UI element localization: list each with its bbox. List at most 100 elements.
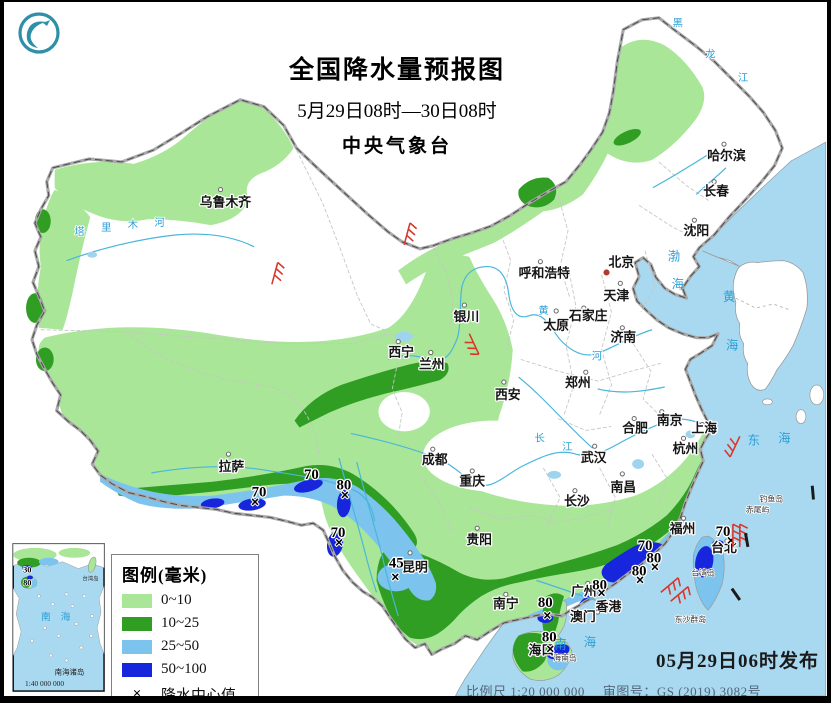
- legend-label: 10~25: [161, 615, 200, 631]
- city-label: 广州: [571, 583, 597, 598]
- inset-islet: [56, 633, 61, 638]
- city-marker: [595, 609, 601, 615]
- island-label: 赤尾屿: [746, 505, 770, 514]
- inset-label: 台湾岛: [82, 574, 98, 582]
- city-label: 长春: [703, 183, 729, 198]
- city-label: 香港: [595, 599, 622, 614]
- precip-region-50-100: [238, 498, 266, 511]
- legend-label: 降水中心值: [161, 688, 237, 703]
- inset-vietnam: [12, 587, 22, 656]
- city-label: 哈尔滨: [707, 148, 746, 163]
- river-label: 里: [101, 222, 111, 234]
- precip-center-value: 70: [638, 538, 653, 554]
- jeju-island: [762, 398, 773, 406]
- city-label: 贵阳: [466, 532, 492, 547]
- province-boundary: [520, 358, 661, 382]
- wind-barb-icon: [670, 586, 691, 604]
- city-marker: [617, 280, 623, 286]
- land-mask: [378, 391, 430, 432]
- legend-item: 10~25: [122, 615, 250, 632]
- boundary-dash: [810, 485, 815, 500]
- korea-peninsula: [702, 250, 808, 391]
- city-marker: [581, 305, 587, 311]
- legend-item: × 降水中心值: [122, 684, 250, 703]
- river: [151, 466, 376, 522]
- inset-label: 南: [41, 610, 51, 623]
- precip-region-10-25: [542, 593, 565, 644]
- city-label: 郑州: [565, 375, 591, 390]
- legend-panel: 图例(毫米) 0~10 10~25 25~50 50~100 × 降水中心值: [111, 554, 259, 703]
- scale-label: 比例尺 1:20 000 000: [466, 684, 585, 699]
- legend-label: 25~50: [161, 638, 200, 654]
- wind-barb-icon: [271, 261, 285, 285]
- inset-label: 1:40 000 000: [25, 679, 64, 688]
- city-marker: [572, 488, 578, 494]
- city-marker: [699, 421, 705, 428]
- city-label: 太原: [543, 318, 569, 333]
- cma-logo-icon: [18, 12, 60, 54]
- legend-swatch-25-50: [122, 639, 152, 654]
- city-marker: [721, 141, 727, 147]
- province-boundary: [640, 250, 656, 313]
- city-label: 武汉: [581, 450, 607, 465]
- city-label: 乌鲁木齐: [200, 194, 251, 209]
- precip-region-50-100: [294, 478, 323, 493]
- forecast-period: 5月29日08时—30日08时: [297, 101, 497, 122]
- precip-region-50-100: [22, 565, 32, 571]
- river: [338, 457, 378, 593]
- river: [597, 386, 665, 393]
- province-boundary: [469, 507, 612, 523]
- city-marker: [528, 642, 535, 648]
- city-marker: [217, 187, 224, 193]
- sea-label: 海: [778, 430, 790, 445]
- province-boundary: [638, 204, 697, 240]
- province-boundary: [557, 418, 612, 431]
- inset-islet: [74, 622, 79, 626]
- land-mask-n: [5, 2, 796, 249]
- land-mask-w: [5, 150, 53, 340]
- foreign-boundary: [735, 297, 791, 311]
- precip-center-cross: ×: [546, 641, 554, 657]
- inset-islet: [48, 653, 53, 658]
- wind-barb-icon: [464, 333, 480, 356]
- sea-label: 黄: [723, 290, 735, 304]
- city-marker: [659, 409, 665, 415]
- city-marker: [469, 468, 475, 474]
- precip-center-value: 70: [716, 524, 731, 540]
- precip-center-value: 80: [647, 551, 662, 567]
- precip-region-25-50: [30, 579, 38, 588]
- city-marker: [225, 451, 231, 457]
- legend-item: 50~100: [122, 661, 250, 678]
- city-marker: [407, 550, 413, 556]
- precip-region-10-25: [512, 632, 548, 672]
- precip-center-value: 80: [337, 478, 352, 494]
- city-marker: [691, 217, 697, 223]
- river-label: 黄: [538, 304, 548, 317]
- city-label: 澳门: [570, 609, 596, 624]
- precip-region-50-100: [200, 498, 225, 509]
- city-marker: [680, 435, 687, 441]
- province-boundary: [40, 329, 389, 345]
- inset-islet: [79, 645, 84, 650]
- city-label: 重庆: [459, 474, 485, 489]
- province-boundary: [125, 331, 320, 459]
- inset-precip-value: 80: [23, 578, 31, 587]
- wind-barb-icon: [403, 222, 418, 246]
- city-label: 福州: [669, 521, 696, 536]
- precip-center-cross: ×: [727, 532, 735, 548]
- river-label: 长: [534, 432, 545, 444]
- city-marker: [724, 538, 730, 544]
- inset-label: 海: [61, 610, 71, 623]
- city-marker: [583, 369, 589, 375]
- wind-barb-icon: [739, 523, 749, 547]
- sea-label: 南: [554, 637, 566, 652]
- precip-center-value: 70: [331, 525, 346, 541]
- city-marker: [619, 471, 625, 477]
- precip-center-cross: ×: [335, 534, 343, 550]
- city-label: 成都: [422, 452, 448, 467]
- city-label: 石家庄: [568, 308, 608, 323]
- province-boundary: [419, 475, 452, 533]
- precip-region-50-100: [712, 540, 724, 548]
- precip-region-0-10: [398, 140, 610, 285]
- lake: [395, 331, 414, 342]
